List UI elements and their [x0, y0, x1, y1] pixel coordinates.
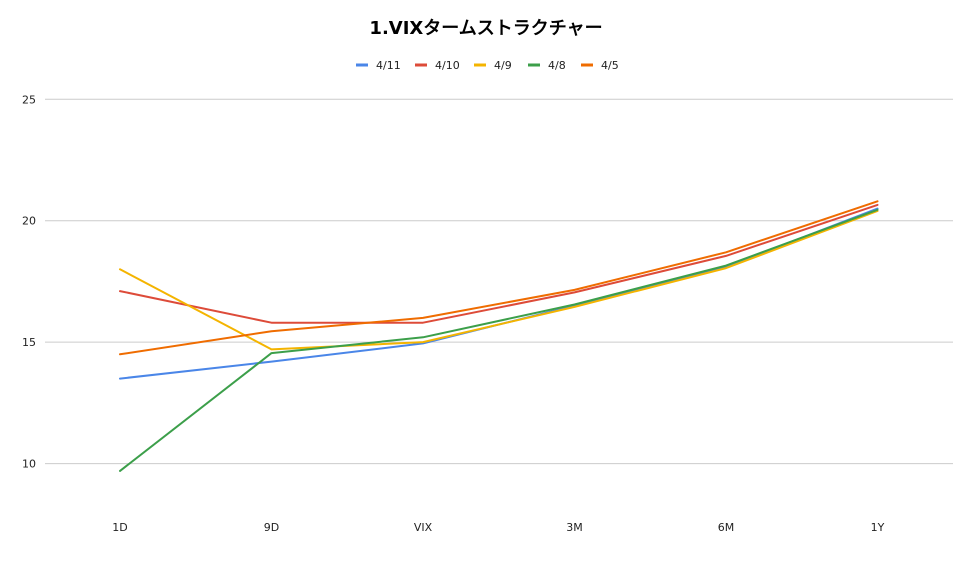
chart-title: 1.VIXタームストラクチャー — [369, 18, 602, 39]
legend-label: 4/11 — [376, 59, 401, 72]
legend-label: 4/8 — [548, 59, 566, 72]
x-tick-label: 1Y — [871, 521, 885, 534]
x-tick-label: VIX — [414, 521, 433, 534]
series-line-2 — [119, 210, 879, 351]
y-tick-label: 10 — [22, 458, 36, 471]
legend-label: 4/9 — [494, 59, 512, 72]
x-tick-label: 3M — [566, 521, 583, 534]
legend-label: 4/5 — [601, 59, 619, 72]
gridlines — [45, 98, 953, 465]
series-lines — [119, 200, 879, 472]
y-axis-tick-labels: 10 15 20 25 — [22, 93, 36, 470]
y-tick-label: 20 — [22, 215, 36, 228]
series-line-0 — [119, 207, 879, 380]
legend-label: 4/10 — [435, 59, 460, 72]
x-tick-label: 9D — [264, 521, 279, 534]
chart-legend: 4/11 4/10 4/9 4/8 4/5 — [356, 59, 619, 72]
series-line-3 — [119, 208, 879, 472]
x-axis-tick-labels: 1D 9D VIX 3M 6M 1Y — [112, 521, 884, 534]
y-tick-label: 25 — [22, 93, 36, 106]
y-tick-label: 15 — [22, 336, 36, 349]
series-line-4 — [119, 200, 879, 356]
x-tick-label: 6M — [718, 521, 735, 534]
series-line-1 — [119, 203, 879, 324]
x-tick-label: 1D — [112, 521, 127, 534]
